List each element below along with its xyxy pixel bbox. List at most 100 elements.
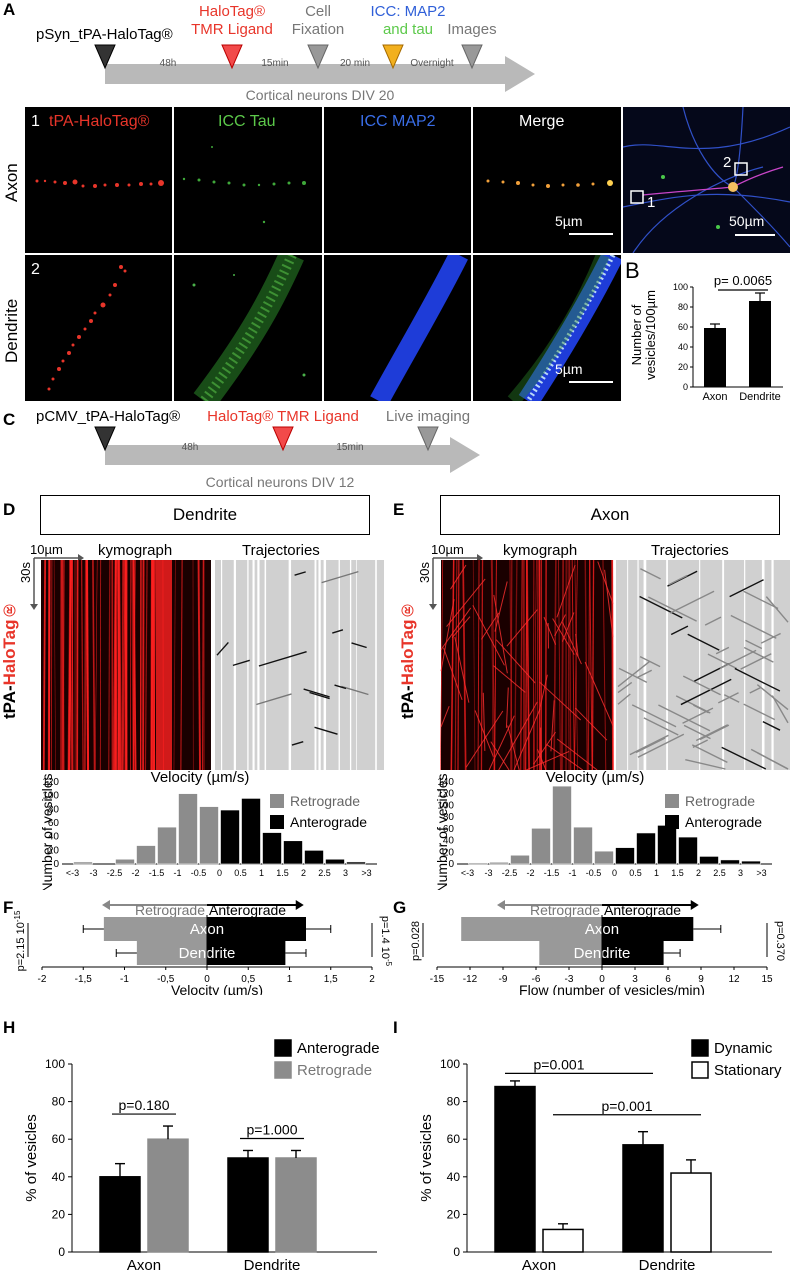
hist-e-xtick-label: -1.5 xyxy=(544,868,560,878)
hist-e-bar-antero xyxy=(699,856,719,865)
traj-e-moving xyxy=(771,695,789,724)
kymo-e-line xyxy=(589,559,593,770)
hist-d-bar-antero xyxy=(262,832,282,865)
chart-f-xtick-label: -1,5 xyxy=(75,974,93,985)
hist-e-bar-antero xyxy=(678,836,698,865)
kymo-e-diag xyxy=(540,727,542,770)
kymo-e-line xyxy=(602,559,607,770)
traj-d-moving xyxy=(216,641,229,656)
kymo-d-line xyxy=(173,559,176,770)
panel-letter-d: D xyxy=(3,500,16,519)
hist-d-legend-retro-swatch xyxy=(270,794,284,808)
hist-e-bar-retro xyxy=(552,785,572,865)
panel-d-traj-label: Trajectories xyxy=(242,542,320,559)
hist-d-xtick-label: 2.5 xyxy=(318,868,331,878)
hist-d-xtick-label: >3 xyxy=(361,868,371,878)
kymo-d-line xyxy=(132,559,137,770)
chart-f-xtick-label: -2 xyxy=(38,974,47,985)
traj-e-moving xyxy=(740,653,772,670)
panel-letter-a: A xyxy=(3,0,16,19)
kymo-e-line xyxy=(440,559,444,770)
micro-axon-map2: ICC MAP2 xyxy=(324,107,471,253)
traj-e-moving xyxy=(715,646,730,655)
hist-d-bar-retro xyxy=(157,826,177,865)
hist-e-bar-antero xyxy=(720,859,740,865)
chart-g-xtick-label: 3 xyxy=(632,974,638,985)
micro-overview: 1 2 50µm xyxy=(623,107,790,253)
kymo-e-line xyxy=(491,559,496,770)
kymo-e-diag xyxy=(556,738,598,770)
timeline-c-marker-2 xyxy=(272,426,294,452)
kymo-d-line xyxy=(197,559,201,770)
kymo-e-diag xyxy=(451,616,471,639)
micro-axon-merge-image xyxy=(486,179,613,235)
panel-d-scale-x: 10µm xyxy=(30,542,63,557)
timeline-a-interval4: Overnight xyxy=(410,58,454,69)
timeline-a-step2-l1: Cell xyxy=(305,3,331,20)
panel-d-side-prefix: tPA- xyxy=(0,685,19,720)
traj-e-moving xyxy=(721,746,767,770)
hist-d-bar-antero xyxy=(304,850,324,865)
kymo-e-diag xyxy=(495,639,536,684)
timeline-a-marker-1 xyxy=(94,44,116,70)
micro-overview-image xyxy=(623,107,790,253)
chart-i-ytick-label: 100 xyxy=(440,1057,460,1071)
chart-f-bar-retro xyxy=(136,941,207,965)
kymo-d-line xyxy=(67,559,70,770)
panel-letter-i: I xyxy=(393,1018,398,1037)
chart-i-ytick-label: 60 xyxy=(447,1132,461,1146)
traj-e-moving xyxy=(669,590,715,614)
hist-e-xtick-label: -2 xyxy=(526,868,534,878)
traj-d-moving xyxy=(334,684,347,690)
kymo-e-diag xyxy=(526,750,570,770)
traj-e-moving xyxy=(699,724,730,741)
kymo-d-line xyxy=(131,559,135,770)
kymo-e-diag xyxy=(584,661,614,727)
kymo-d-line xyxy=(150,559,154,770)
kymo-e-diag xyxy=(538,674,548,712)
chart-i-pvalue: p=0.001 xyxy=(602,1098,653,1114)
hist-d-xtick-label: 3 xyxy=(343,868,348,878)
traj-e-moving xyxy=(691,744,728,764)
chart-f-xtick-label: 1 xyxy=(287,974,293,985)
chart-b-ytick-label: 0 xyxy=(683,382,688,392)
chart-h-legend-swatch xyxy=(274,1039,292,1057)
timeline-a-interval2: 15min xyxy=(261,58,288,69)
traj-e-moving xyxy=(637,733,685,758)
traj-e-moving xyxy=(745,639,763,650)
hist-e-xtick-label: <-3 xyxy=(461,868,474,878)
kymo-e-line xyxy=(477,559,480,770)
kymo-e-line xyxy=(611,559,614,770)
chart-h-xtick-label: Dendrite xyxy=(244,1257,301,1272)
traj-e-moving xyxy=(757,752,789,770)
chart-h: 0 20 40 60 80 100 % of vesicles Axon Dendrite Ant… xyxy=(23,1039,380,1272)
hist-d-legend-antero: Anterograde xyxy=(290,814,367,830)
kymo-e-diag xyxy=(440,706,450,728)
hist-e-xtick-label: 0.5 xyxy=(629,868,642,878)
kymo-e-diag xyxy=(443,647,463,701)
micro-row1-number: 1 xyxy=(31,113,40,130)
kymo-e-diag xyxy=(480,612,500,640)
traj-e-moving xyxy=(643,717,679,736)
hist-e-xtick-label: -3 xyxy=(484,868,492,878)
hist-d-legend-antero-swatch xyxy=(270,815,284,829)
kymo-d-line xyxy=(122,559,126,770)
panel-d-side-label: tPA-HaloTag® xyxy=(0,560,24,760)
chart-f-xtick-label: 0 xyxy=(204,974,210,985)
hist-d-bar-retro xyxy=(136,845,156,865)
traj-e-moving xyxy=(629,734,669,756)
panel-e-traj-label: Trajectories xyxy=(651,542,729,559)
traj-e-moving xyxy=(704,616,722,626)
kymo-e-line xyxy=(574,559,578,770)
kymo-e-line xyxy=(480,559,484,770)
chart-g-xtick-label: -15 xyxy=(430,974,445,985)
hist-e-xtick-label: >3 xyxy=(756,868,766,878)
chart-f-retro-arrowhead xyxy=(102,900,110,910)
kymo-d-line xyxy=(83,559,87,770)
kymo-e-diag xyxy=(490,741,510,770)
kymo-d-line xyxy=(80,559,84,770)
kymo-e-line xyxy=(454,559,458,770)
panel-d-trajectories xyxy=(215,560,384,770)
